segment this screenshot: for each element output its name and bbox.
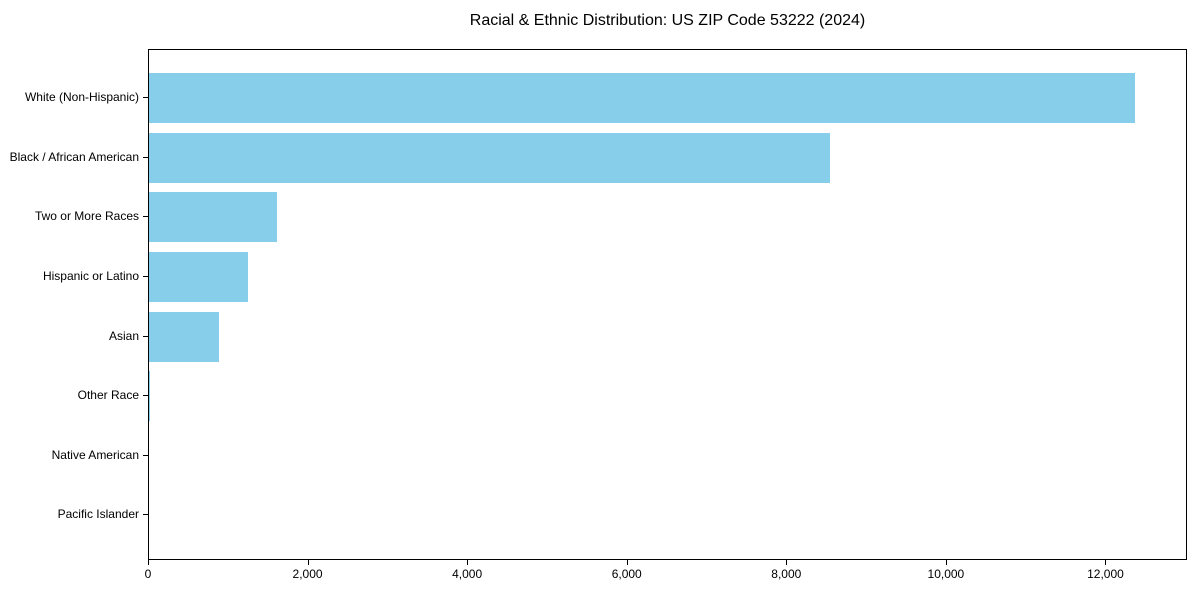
- bar: [149, 251, 248, 302]
- x-tick-label: 0: [144, 567, 152, 581]
- x-tick-mark: [307, 560, 309, 565]
- y-tick-mark: [143, 395, 148, 397]
- x-tick-label: 12,000: [1087, 567, 1124, 581]
- x-tick-mark: [1105, 560, 1107, 565]
- x-tick-label: 8,000: [771, 567, 802, 581]
- y-tick-label: Two or More Races: [34, 209, 139, 224]
- y-tick-label: Hispanic or Latino: [42, 268, 139, 283]
- x-tick-label: 10,000: [927, 567, 965, 581]
- bar: [149, 311, 219, 362]
- bar: [149, 371, 150, 422]
- bar: [149, 73, 1135, 123]
- y-tick-label: White (Non-Hispanic): [24, 90, 139, 104]
- x-tick-label: 2,000: [292, 567, 323, 581]
- x-tick-label: 4,000: [452, 567, 483, 581]
- bar: [149, 192, 277, 243]
- chart-title: Racial & Ethnic Distribution: US ZIP Cod…: [469, 12, 866, 29]
- x-tick-mark: [467, 560, 469, 565]
- y-tick-mark: [143, 454, 148, 456]
- y-tick-label: Asian: [108, 328, 139, 343]
- y-tick-mark: [143, 335, 148, 337]
- y-tick-mark: [143, 97, 148, 98]
- x-tick-mark: [786, 560, 788, 565]
- x-tick-mark: [148, 560, 149, 565]
- y-tick-label: Black / African American: [9, 149, 139, 164]
- y-tick-label: Pacific Islander: [57, 507, 139, 522]
- plot-area: [148, 49, 1187, 560]
- x-tick-mark: [945, 560, 947, 565]
- y-tick-label: Native American: [51, 447, 139, 462]
- y-tick-mark: [143, 156, 148, 158]
- y-tick-mark: [143, 514, 148, 516]
- y-tick-mark: [143, 275, 148, 277]
- y-tick-label: Other Race: [77, 388, 139, 403]
- x-tick-label: 6,000: [611, 567, 642, 581]
- x-tick-mark: [626, 560, 628, 565]
- y-tick-mark: [143, 216, 148, 218]
- bar: [149, 132, 830, 183]
